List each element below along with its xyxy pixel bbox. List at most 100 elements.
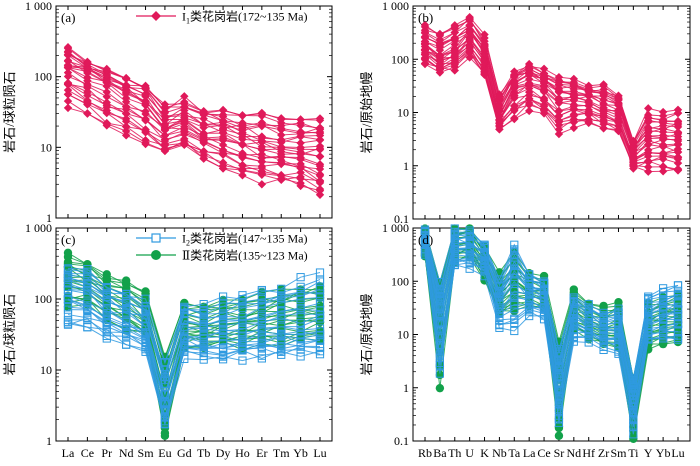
data-point (160, 136, 170, 146)
data-point (296, 338, 305, 347)
x-tick-label: Gd (177, 446, 192, 460)
data-point (539, 279, 549, 288)
data-point (238, 313, 247, 322)
data-point (102, 314, 111, 324)
x-tick-label: Y (644, 446, 653, 460)
data-point (102, 328, 111, 337)
data-point (658, 107, 668, 117)
data-point (420, 20, 430, 30)
data-point (160, 357, 170, 367)
data-point (63, 85, 73, 95)
data-point (199, 107, 208, 116)
data-point (465, 264, 474, 273)
data-point (510, 77, 519, 86)
data-point (659, 284, 668, 293)
data-point (277, 322, 286, 331)
data-point (199, 120, 208, 129)
data-point (435, 383, 445, 393)
data-point (495, 101, 504, 110)
data-point (238, 171, 247, 180)
data-point (629, 145, 638, 155)
series-line (67, 54, 321, 121)
data-point (83, 68, 92, 78)
data-point (83, 260, 92, 269)
data-point (160, 100, 170, 109)
x-tick-label: Pr (101, 446, 112, 460)
data-point (315, 299, 325, 308)
data-point (525, 311, 534, 321)
x-tick-label: Ba (433, 446, 447, 460)
data-point (141, 109, 150, 119)
x-tick-label: Ta (508, 446, 520, 460)
data-point (277, 311, 286, 320)
data-point (296, 292, 305, 301)
x-tick-label: Er (256, 446, 267, 460)
x-tick-label: Ti (628, 446, 639, 460)
data-point (296, 121, 305, 130)
data-point (644, 145, 653, 155)
data-point (435, 278, 444, 287)
data-point (554, 111, 564, 121)
data-point (277, 307, 286, 316)
data-point (524, 106, 534, 116)
x-tick-label: Lu (313, 446, 326, 460)
data-point (495, 92, 504, 101)
data-point (277, 142, 286, 152)
data-point (435, 301, 444, 310)
x-tick-label: La (523, 446, 536, 460)
x-tick-label: Rb (418, 446, 432, 460)
y-tick-label: 10 (397, 328, 409, 342)
data-point (315, 152, 325, 161)
data-point (141, 136, 150, 145)
data-point (63, 43, 73, 52)
data-point (673, 117, 683, 126)
data-point (296, 162, 305, 172)
data-point (238, 356, 247, 365)
data-point (218, 302, 228, 311)
data-point (629, 395, 638, 405)
data-point (141, 116, 150, 125)
data-point (673, 331, 683, 340)
data-point (277, 115, 286, 124)
data-point (238, 295, 247, 304)
data-point (218, 116, 228, 125)
y-tick-label: 1 (46, 211, 52, 225)
data-point (315, 177, 325, 186)
data-point (199, 315, 208, 324)
data-point (673, 286, 683, 296)
data-point (524, 100, 534, 110)
legend-marker (151, 11, 161, 21)
x-tick-label: Tb (197, 446, 210, 460)
data-point (277, 130, 286, 140)
data-point (180, 139, 189, 148)
data-point (480, 240, 489, 249)
data-point (160, 390, 170, 399)
data-point (569, 293, 578, 302)
data-point (257, 120, 267, 130)
data-point (659, 297, 668, 306)
data-point (296, 303, 305, 313)
data-point (658, 162, 668, 171)
data-point (315, 116, 325, 125)
data-point (420, 59, 430, 69)
data-point (83, 267, 92, 276)
data-point (673, 281, 683, 290)
data-point (584, 300, 593, 309)
data-point (629, 385, 638, 394)
data-point (673, 136, 683, 146)
data-point (644, 140, 653, 149)
data-point (554, 391, 564, 401)
data-point (584, 107, 593, 117)
y-tick-label: 10 (40, 363, 52, 377)
data-point (141, 289, 150, 299)
data-point (83, 87, 92, 97)
x-tick-label: Eu (158, 446, 171, 460)
data-point (257, 153, 267, 162)
data-point (257, 133, 267, 143)
data-point (277, 147, 286, 156)
data-point (141, 125, 150, 134)
data-point (554, 129, 564, 139)
data-point (257, 180, 267, 189)
data-point (599, 87, 608, 97)
data-point (510, 101, 519, 111)
